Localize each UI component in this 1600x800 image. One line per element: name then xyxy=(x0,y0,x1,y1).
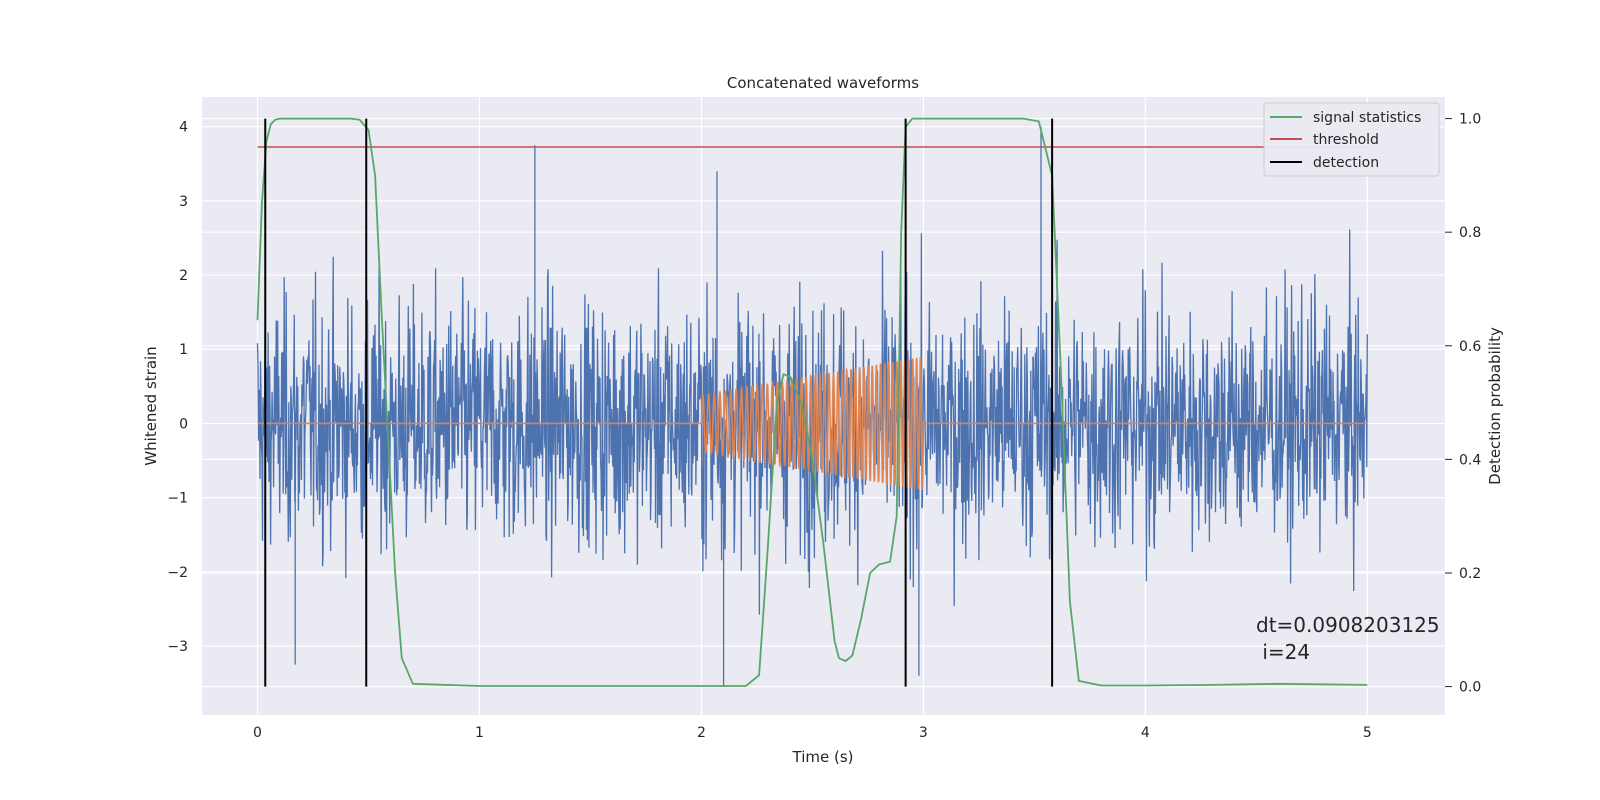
annotation-dt: dt=0.0908203125 xyxy=(1256,613,1440,637)
x-tick-label: 2 xyxy=(697,725,706,741)
legend-label-signal-statistics: signal statistics xyxy=(1313,110,1421,126)
x-tick-label: 5 xyxy=(1363,725,1372,741)
x-axis-label: Time (s) xyxy=(792,748,854,766)
y-tick-label-right: 0.6 xyxy=(1459,339,1481,355)
y-tick-label: 0 xyxy=(179,416,188,432)
x-tick-label: 4 xyxy=(1141,725,1150,741)
signal-statistics-series xyxy=(256,117,1368,687)
annotation-index: i=24 xyxy=(1256,640,1310,664)
chart-title: Concatenated waveforms xyxy=(727,74,919,92)
y-tick-label: −3 xyxy=(167,639,188,655)
y-tick-label: 1 xyxy=(179,342,188,358)
legend: signal statistics threshold detection xyxy=(1263,102,1440,177)
x-tick-label: 0 xyxy=(253,725,262,741)
y-tick-label-right: 0.2 xyxy=(1459,566,1481,582)
tick-labels: 0 1 2 3 4 5 4 3 2 1 0 −1 −2 −3 1.0 0.8 0.6 0.4 0.2 0.0 xyxy=(167,112,1481,741)
y-tick-label-right: 0.8 xyxy=(1459,225,1481,241)
y-tick-label: −2 xyxy=(167,565,188,581)
y-tick-label: 3 xyxy=(179,194,188,210)
injected-waveform-line xyxy=(257,357,1368,491)
y-axis-label-right: Detection probability xyxy=(1486,327,1504,485)
signal-statistics-line xyxy=(256,117,1368,687)
x-tick-label: 1 xyxy=(475,725,484,741)
injected-waveform-series xyxy=(257,357,1368,491)
y-axis-label: Whitened strain xyxy=(142,346,160,465)
y-tick-label: −1 xyxy=(167,491,188,507)
detection-lines xyxy=(264,118,1054,687)
y-tick-label: 2 xyxy=(179,268,188,284)
legend-label-threshold: threshold xyxy=(1313,132,1379,148)
y-tick-label-right: 1.0 xyxy=(1459,112,1481,128)
y-tick-label-right: 0.4 xyxy=(1459,452,1481,468)
x-tick-label: 3 xyxy=(919,725,928,741)
legend-box xyxy=(1263,102,1440,177)
y-tick-label-right: 0.0 xyxy=(1459,680,1481,696)
y-tick-label: 4 xyxy=(179,120,188,136)
legend-label-detection: detection xyxy=(1313,155,1379,171)
